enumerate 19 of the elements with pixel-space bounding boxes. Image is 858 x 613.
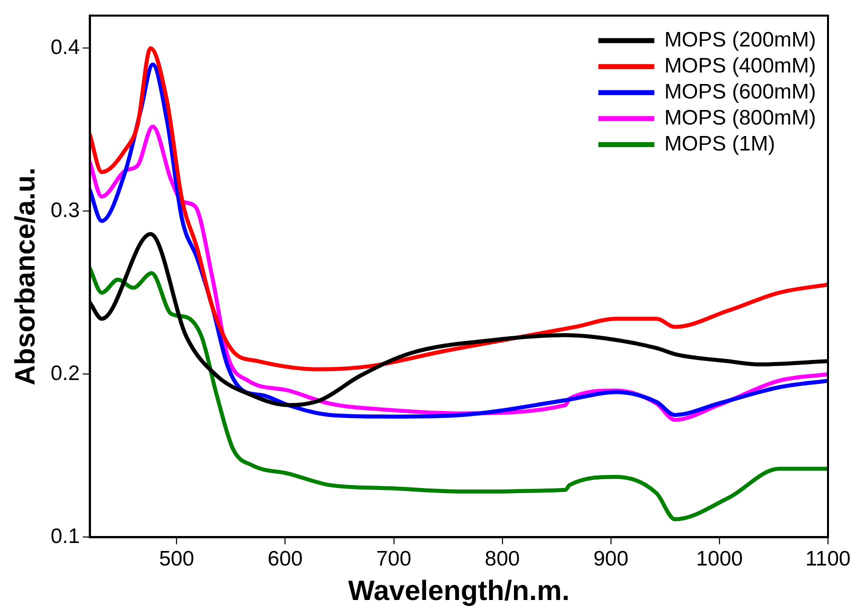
y-tick-label: 0.4 <box>50 36 80 59</box>
x-tick-label: 900 <box>593 548 628 571</box>
x-tick-label: 1000 <box>696 548 743 571</box>
legend-label: MOPS (1M) <box>664 132 776 156</box>
legend-label: MOPS (400mM) <box>664 54 816 78</box>
x-axis-title: Wavelength/n.m. <box>348 574 570 606</box>
legend-label: MOPS (600mM) <box>664 80 816 104</box>
legend-label: MOPS (200mM) <box>664 28 816 52</box>
x-tick-label: 1100 <box>805 548 851 571</box>
y-tick-label: 0.1 <box>50 524 80 548</box>
line-series <box>90 266 828 522</box>
y-tick-label: 0.2 <box>50 362 80 385</box>
x-tick-label: 600 <box>268 548 303 571</box>
y-tick-label: 0.3 <box>50 198 80 222</box>
y-axis-title: Absorbance/a.u. <box>10 167 41 386</box>
x-tick-label: 800 <box>484 548 520 571</box>
x-tick-label: 500 <box>159 548 194 571</box>
legend-label: MOPS (800mM) <box>664 106 816 130</box>
x-tick-label: 700 <box>376 548 412 571</box>
